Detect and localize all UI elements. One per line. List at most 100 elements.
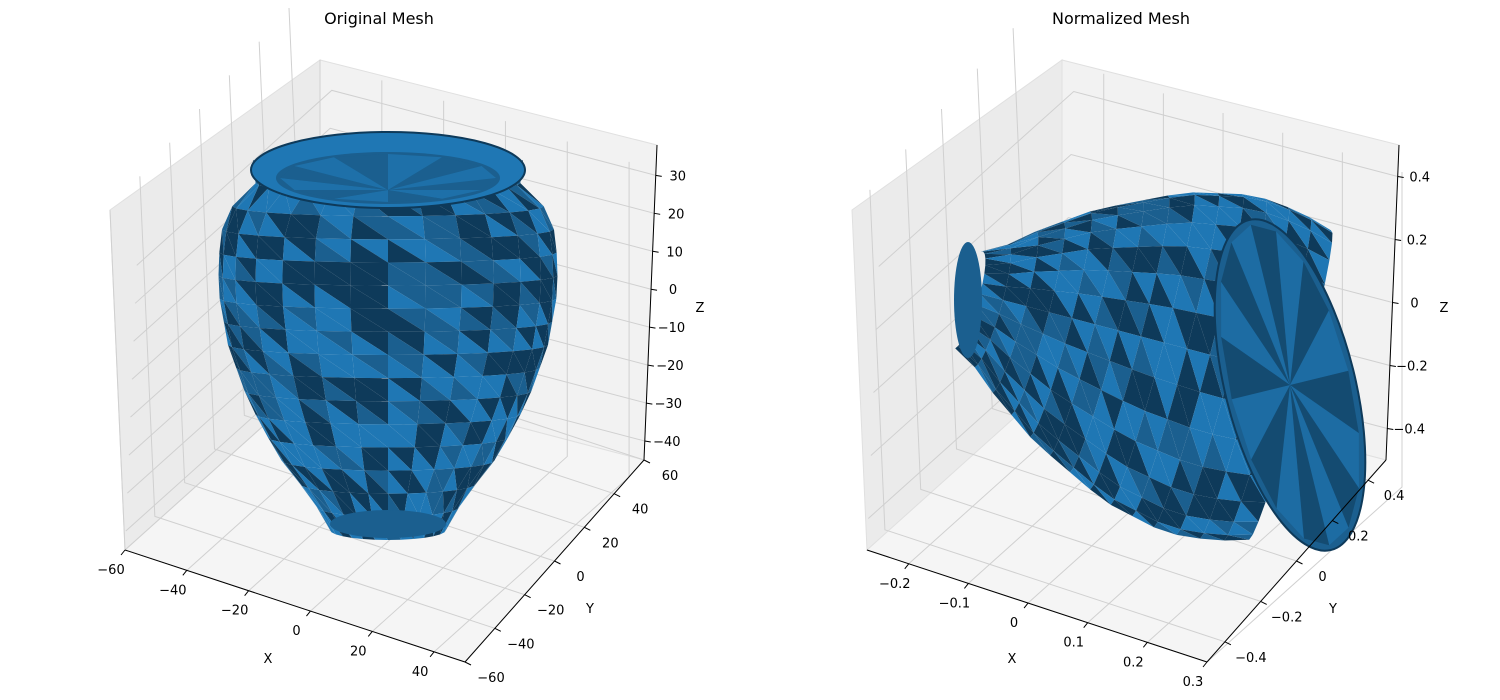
mesh-face xyxy=(356,400,388,425)
mesh-face xyxy=(1003,300,1026,325)
mesh-face xyxy=(290,214,321,239)
mesh-face xyxy=(228,345,241,371)
mesh-face xyxy=(1135,410,1158,451)
mesh-face xyxy=(1266,201,1290,221)
mesh-face xyxy=(358,424,388,448)
mesh-face xyxy=(1310,220,1332,244)
mesh-face xyxy=(1221,242,1290,385)
mesh-face xyxy=(288,352,323,378)
x-tick-mark xyxy=(964,583,969,589)
mesh-face xyxy=(1180,515,1205,534)
mesh-face xyxy=(509,210,538,234)
mesh-face xyxy=(1209,519,1234,536)
mesh-face xyxy=(1231,385,1290,460)
mesh-face xyxy=(1009,236,1039,249)
mesh-face xyxy=(284,237,316,262)
mesh-face xyxy=(218,275,224,301)
x-tick-mark xyxy=(367,631,373,637)
mesh-face xyxy=(1106,429,1128,467)
mesh-face xyxy=(985,254,1012,264)
mesh-face xyxy=(1085,416,1107,454)
y-tick-mark xyxy=(643,459,651,464)
mesh-face xyxy=(251,372,276,398)
mesh-face xyxy=(388,216,425,240)
x-tick-label: −40 xyxy=(159,583,186,598)
mesh-face xyxy=(1019,402,1039,433)
mesh-face xyxy=(1187,222,1211,250)
mesh-face xyxy=(1202,466,1227,499)
mesh-face xyxy=(980,283,1003,301)
mesh-face xyxy=(1143,197,1170,208)
x-tick-mark xyxy=(120,549,126,556)
mesh-face xyxy=(243,349,270,375)
mesh-face xyxy=(314,261,351,286)
mesh-face xyxy=(1144,410,1168,451)
mesh-face xyxy=(1010,341,1031,374)
mesh-face xyxy=(982,273,1007,287)
mesh-face xyxy=(527,370,536,394)
mesh-face xyxy=(1167,194,1195,198)
y-axis-label: Y xyxy=(585,602,594,617)
z-axis-label: Z xyxy=(696,301,705,316)
mesh-face xyxy=(1115,200,1144,206)
mesh-face xyxy=(361,447,388,471)
mesh-face xyxy=(1114,400,1136,442)
mesh-face xyxy=(1117,207,1144,216)
mesh-face xyxy=(1309,217,1333,233)
mesh-face xyxy=(1169,197,1195,208)
mesh-face xyxy=(552,254,558,278)
mesh-face xyxy=(219,298,228,325)
y-tick-label: 40 xyxy=(632,503,649,518)
mesh-face xyxy=(1137,226,1163,247)
mesh-face xyxy=(1167,419,1190,460)
mesh-face xyxy=(1118,300,1141,337)
mesh-face xyxy=(1224,535,1250,541)
mesh-face xyxy=(1089,205,1118,212)
mesh-face xyxy=(485,214,518,238)
mesh-face xyxy=(1064,424,1086,457)
mesh-face xyxy=(1070,467,1091,490)
mesh-face xyxy=(388,424,415,448)
mesh-face xyxy=(508,414,521,438)
mesh-face xyxy=(232,347,252,373)
z-tick-mark xyxy=(650,288,658,291)
mesh-face xyxy=(388,190,442,202)
mesh-face xyxy=(1180,529,1205,539)
mesh-face xyxy=(1112,246,1138,273)
mesh-face xyxy=(219,252,224,278)
mesh-face xyxy=(520,391,532,415)
mesh-face xyxy=(1008,271,1035,289)
mesh-face xyxy=(419,400,451,424)
z-axis-line xyxy=(1385,144,1400,461)
mesh-face xyxy=(350,308,388,332)
subplot-original-mesh: Original Mesh X Y Z −60 −40 −20 0 20 40 −60 −40… xyxy=(97,7,705,686)
mesh-face xyxy=(981,358,1001,390)
mesh-face xyxy=(294,157,388,190)
mesh-face xyxy=(1141,211,1167,227)
z-grid-line xyxy=(136,89,656,266)
mesh-face xyxy=(1180,246,1205,280)
mesh-face xyxy=(1251,385,1290,509)
mesh-face xyxy=(552,252,558,276)
mesh-face xyxy=(1199,354,1223,399)
mesh-face xyxy=(976,304,1000,328)
mesh-face xyxy=(1177,348,1200,392)
mesh-face xyxy=(414,446,441,470)
mesh-face xyxy=(990,327,1011,358)
vase-neck xyxy=(954,242,982,358)
mesh-face xyxy=(316,330,353,355)
mesh-face xyxy=(419,377,451,401)
mesh-face xyxy=(516,304,536,329)
mesh-face xyxy=(422,215,461,239)
mesh-face xyxy=(500,395,518,419)
y-tick-label: −40 xyxy=(507,637,534,652)
mesh-face xyxy=(223,300,241,327)
mesh-face xyxy=(321,468,350,493)
mesh-face xyxy=(259,328,289,353)
x-axis-label: X xyxy=(264,652,273,667)
mesh-face xyxy=(1141,195,1170,201)
mesh-face xyxy=(1141,303,1164,343)
mesh-face xyxy=(251,372,276,398)
mesh-face xyxy=(1307,248,1330,284)
mesh-face xyxy=(1242,196,1267,213)
